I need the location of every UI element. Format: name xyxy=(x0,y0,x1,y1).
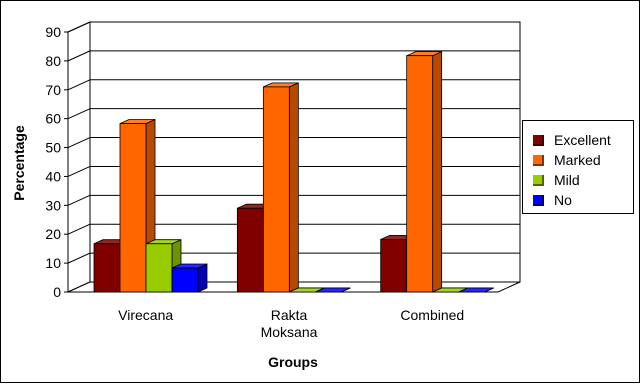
bar-no-virecana xyxy=(171,263,208,293)
legend-item-marked: Marked xyxy=(533,151,633,169)
gridline-side xyxy=(67,194,91,206)
x-tick-label: Virecana xyxy=(118,307,173,323)
gridline-side xyxy=(67,252,91,264)
y-tick-labels: 0 10 20 30 40 50 60 70 80 90 xyxy=(45,24,61,300)
y-tick-label: 0 xyxy=(53,284,61,300)
y-tick-label: 50 xyxy=(45,140,61,156)
bar-front xyxy=(171,267,199,293)
bar-front xyxy=(93,243,121,293)
legend-swatch xyxy=(533,174,544,186)
bar-side xyxy=(197,263,208,293)
legend-item-mild: Mild xyxy=(533,171,633,189)
legend-label: Marked xyxy=(554,152,601,168)
bar-front xyxy=(380,239,408,293)
bar-front xyxy=(406,55,434,293)
legend-item-no: No xyxy=(533,191,633,209)
bar-front xyxy=(236,207,264,293)
x-tick-label: Rakta xyxy=(271,307,308,323)
y-tick-label: 90 xyxy=(45,24,61,40)
bar-top xyxy=(315,287,351,293)
gridline-side xyxy=(67,223,91,235)
back-wall xyxy=(89,21,521,283)
gridline-side xyxy=(67,79,91,91)
bar-top xyxy=(458,287,494,293)
gridline-side xyxy=(67,165,91,177)
bar-front xyxy=(262,86,290,293)
legend-swatch xyxy=(533,134,544,146)
y-tick-label: 70 xyxy=(45,82,61,98)
bar-no-rakta-moksana xyxy=(315,287,351,293)
legend-swatch xyxy=(533,194,544,206)
y-tick-label: 30 xyxy=(45,197,61,213)
gridline-side xyxy=(67,50,91,62)
gridline-side xyxy=(67,21,91,33)
y-axis-title: Percentage xyxy=(11,125,27,201)
legend-item-excellent: Excellent xyxy=(533,131,633,149)
x-tick-label: Combined xyxy=(400,307,464,323)
bar-side xyxy=(432,51,443,293)
bars xyxy=(93,51,494,293)
legend-label: Mild xyxy=(554,172,580,188)
side-wall xyxy=(67,21,91,293)
legend: Excellent Marked Mild No xyxy=(522,120,634,214)
y-tick-label: 40 xyxy=(45,168,61,184)
legend-label: Excellent xyxy=(554,132,611,148)
axes xyxy=(64,31,69,293)
bar-front xyxy=(145,243,173,293)
bar-no-combined xyxy=(458,287,494,293)
y-tick-label: 20 xyxy=(45,226,61,242)
legend-label: No xyxy=(554,192,572,208)
gridline-side xyxy=(67,108,91,120)
y-tick-label: 80 xyxy=(45,53,61,69)
bar-marked-combined xyxy=(406,51,443,293)
gridlines xyxy=(67,21,520,264)
bar-side xyxy=(288,82,299,293)
gridline-side xyxy=(67,137,91,149)
x-axis-title: Groups xyxy=(268,354,318,370)
x-tick-label: Moksana xyxy=(261,324,318,340)
legend-swatch xyxy=(533,154,544,166)
bar-front xyxy=(119,123,147,293)
bar-marked-rakta-moksana xyxy=(262,82,299,293)
y-tick-label: 60 xyxy=(45,111,61,127)
y-tick-label: 10 xyxy=(45,255,61,271)
